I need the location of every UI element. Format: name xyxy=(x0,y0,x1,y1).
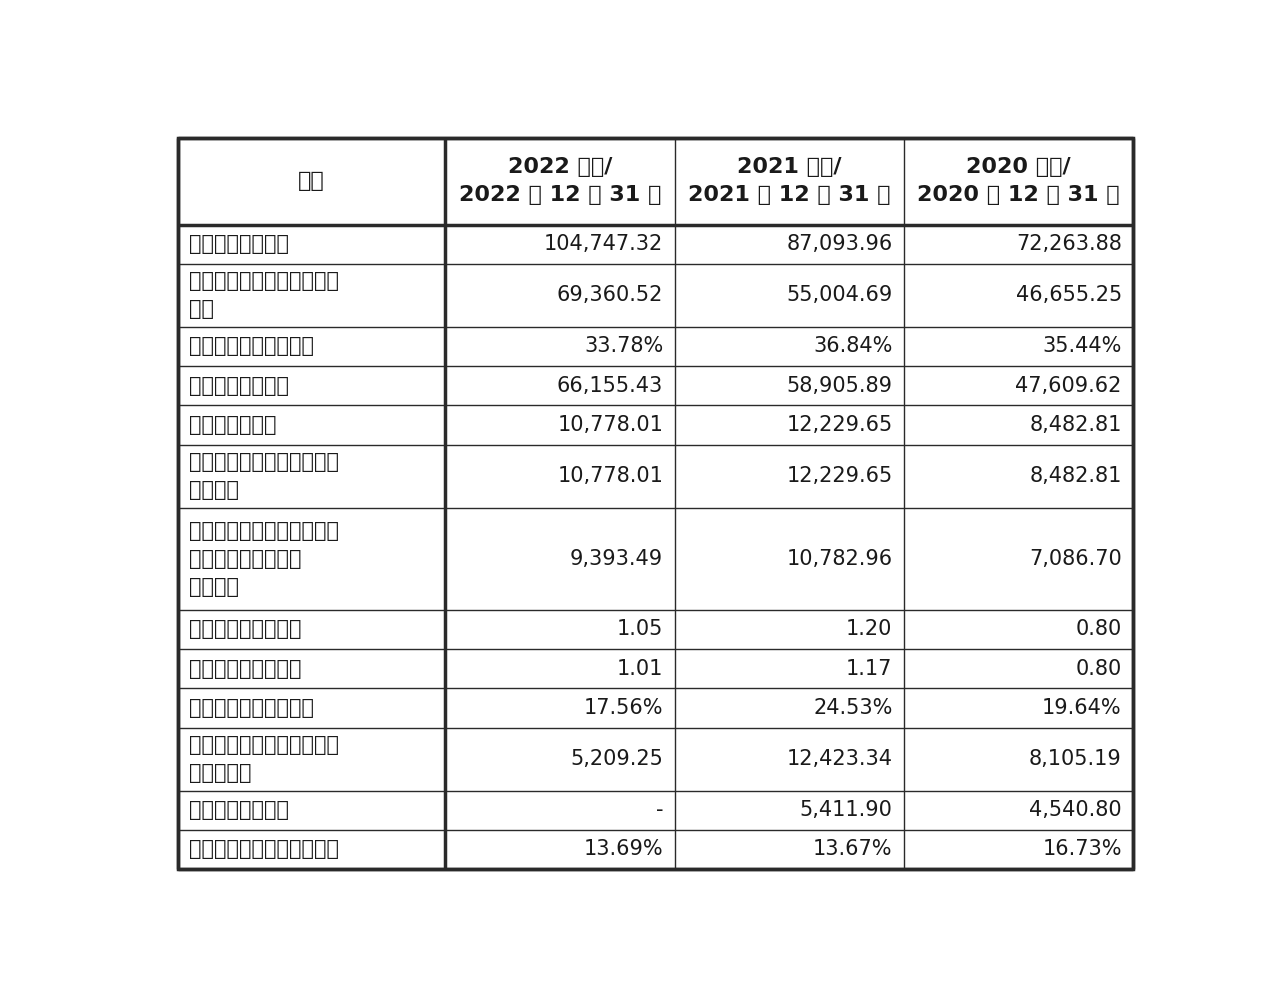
Text: 资产负债率（母公司）: 资产负债率（母公司） xyxy=(189,336,315,356)
Text: 1.17: 1.17 xyxy=(847,659,893,679)
Text: 10,778.01: 10,778.01 xyxy=(558,415,663,435)
Text: -: - xyxy=(656,801,663,820)
Text: 现金分红（万元）: 现金分红（万元） xyxy=(189,801,289,820)
Text: 稀释每股收益（元）: 稀释每股收益（元） xyxy=(189,659,302,679)
Text: 55,004.69: 55,004.69 xyxy=(787,286,893,306)
Text: 研发投入占营业收入的比例: 研发投入占营业收入的比例 xyxy=(189,839,339,859)
Text: 35.44%: 35.44% xyxy=(1042,336,1122,356)
Text: 12,423.34: 12,423.34 xyxy=(787,749,893,769)
Text: 营业收入（万元）: 营业收入（万元） xyxy=(189,376,289,396)
Text: 12,229.65: 12,229.65 xyxy=(787,415,893,435)
Text: 47,609.62: 47,609.62 xyxy=(1016,376,1122,396)
Text: 经营活动产生的现金流量净
额（万元）: 经营活动产生的现金流量净 额（万元） xyxy=(189,735,339,783)
Text: 24.53%: 24.53% xyxy=(813,698,893,718)
Text: 9,393.49: 9,393.49 xyxy=(570,549,663,568)
Text: 19.64%: 19.64% xyxy=(1042,698,1122,718)
Text: 8,482.81: 8,482.81 xyxy=(1030,466,1122,486)
Text: 归属于母公司股东的净利润
（万元）: 归属于母公司股东的净利润 （万元） xyxy=(189,452,339,500)
Text: 2021 年度/
2021 年 12 月 31 日: 2021 年度/ 2021 年 12 月 31 日 xyxy=(688,158,890,205)
Text: 归属于母公司股东权益（万
元）: 归属于母公司股东权益（万 元） xyxy=(189,272,339,319)
Text: 8,105.19: 8,105.19 xyxy=(1030,749,1122,769)
Text: 69,360.52: 69,360.52 xyxy=(556,286,663,306)
Text: 87,093.96: 87,093.96 xyxy=(787,234,893,254)
Text: 10,782.96: 10,782.96 xyxy=(787,549,893,568)
Text: 17.56%: 17.56% xyxy=(583,698,663,718)
Text: 36.84%: 36.84% xyxy=(813,336,893,356)
Text: 104,747.32: 104,747.32 xyxy=(544,234,663,254)
Text: 8,482.81: 8,482.81 xyxy=(1030,415,1122,435)
Text: 7,086.70: 7,086.70 xyxy=(1030,549,1122,568)
Text: 33.78%: 33.78% xyxy=(585,336,663,356)
Text: 10,778.01: 10,778.01 xyxy=(558,466,663,486)
Text: 净利润（万元）: 净利润（万元） xyxy=(189,415,276,435)
Text: 66,155.43: 66,155.43 xyxy=(556,376,663,396)
Text: 扣除非经常性损益后归属于
母公司股东的净利润
（万元）: 扣除非经常性损益后归属于 母公司股东的净利润 （万元） xyxy=(189,521,339,596)
Text: 5,411.90: 5,411.90 xyxy=(799,801,893,820)
Text: 基本每股收益（元）: 基本每股收益（元） xyxy=(189,619,302,640)
Text: 加权平均净资产收益率: 加权平均净资产收益率 xyxy=(189,698,315,718)
Text: 资产总额（万元）: 资产总额（万元） xyxy=(189,234,289,254)
Text: 4,540.80: 4,540.80 xyxy=(1030,801,1122,820)
Text: 13.69%: 13.69% xyxy=(583,839,663,859)
Text: 72,263.88: 72,263.88 xyxy=(1016,234,1122,254)
Text: 12,229.65: 12,229.65 xyxy=(787,466,893,486)
Text: 1.01: 1.01 xyxy=(616,659,663,679)
Text: 项目: 项目 xyxy=(298,172,325,191)
Text: 1.20: 1.20 xyxy=(847,619,893,640)
Text: 2022 年度/
2022 年 12 月 31 日: 2022 年度/ 2022 年 12 月 31 日 xyxy=(459,158,661,205)
Text: 16.73%: 16.73% xyxy=(1042,839,1122,859)
Text: 46,655.25: 46,655.25 xyxy=(1016,286,1122,306)
Text: 58,905.89: 58,905.89 xyxy=(787,376,893,396)
Text: 1.05: 1.05 xyxy=(616,619,663,640)
Text: 0.80: 0.80 xyxy=(1076,619,1122,640)
Text: 5,209.25: 5,209.25 xyxy=(570,749,663,769)
Text: 13.67%: 13.67% xyxy=(813,839,893,859)
Text: 2020 年度/
2020 年 12 月 31 日: 2020 年度/ 2020 年 12 月 31 日 xyxy=(917,158,1120,205)
Text: 0.80: 0.80 xyxy=(1076,659,1122,679)
